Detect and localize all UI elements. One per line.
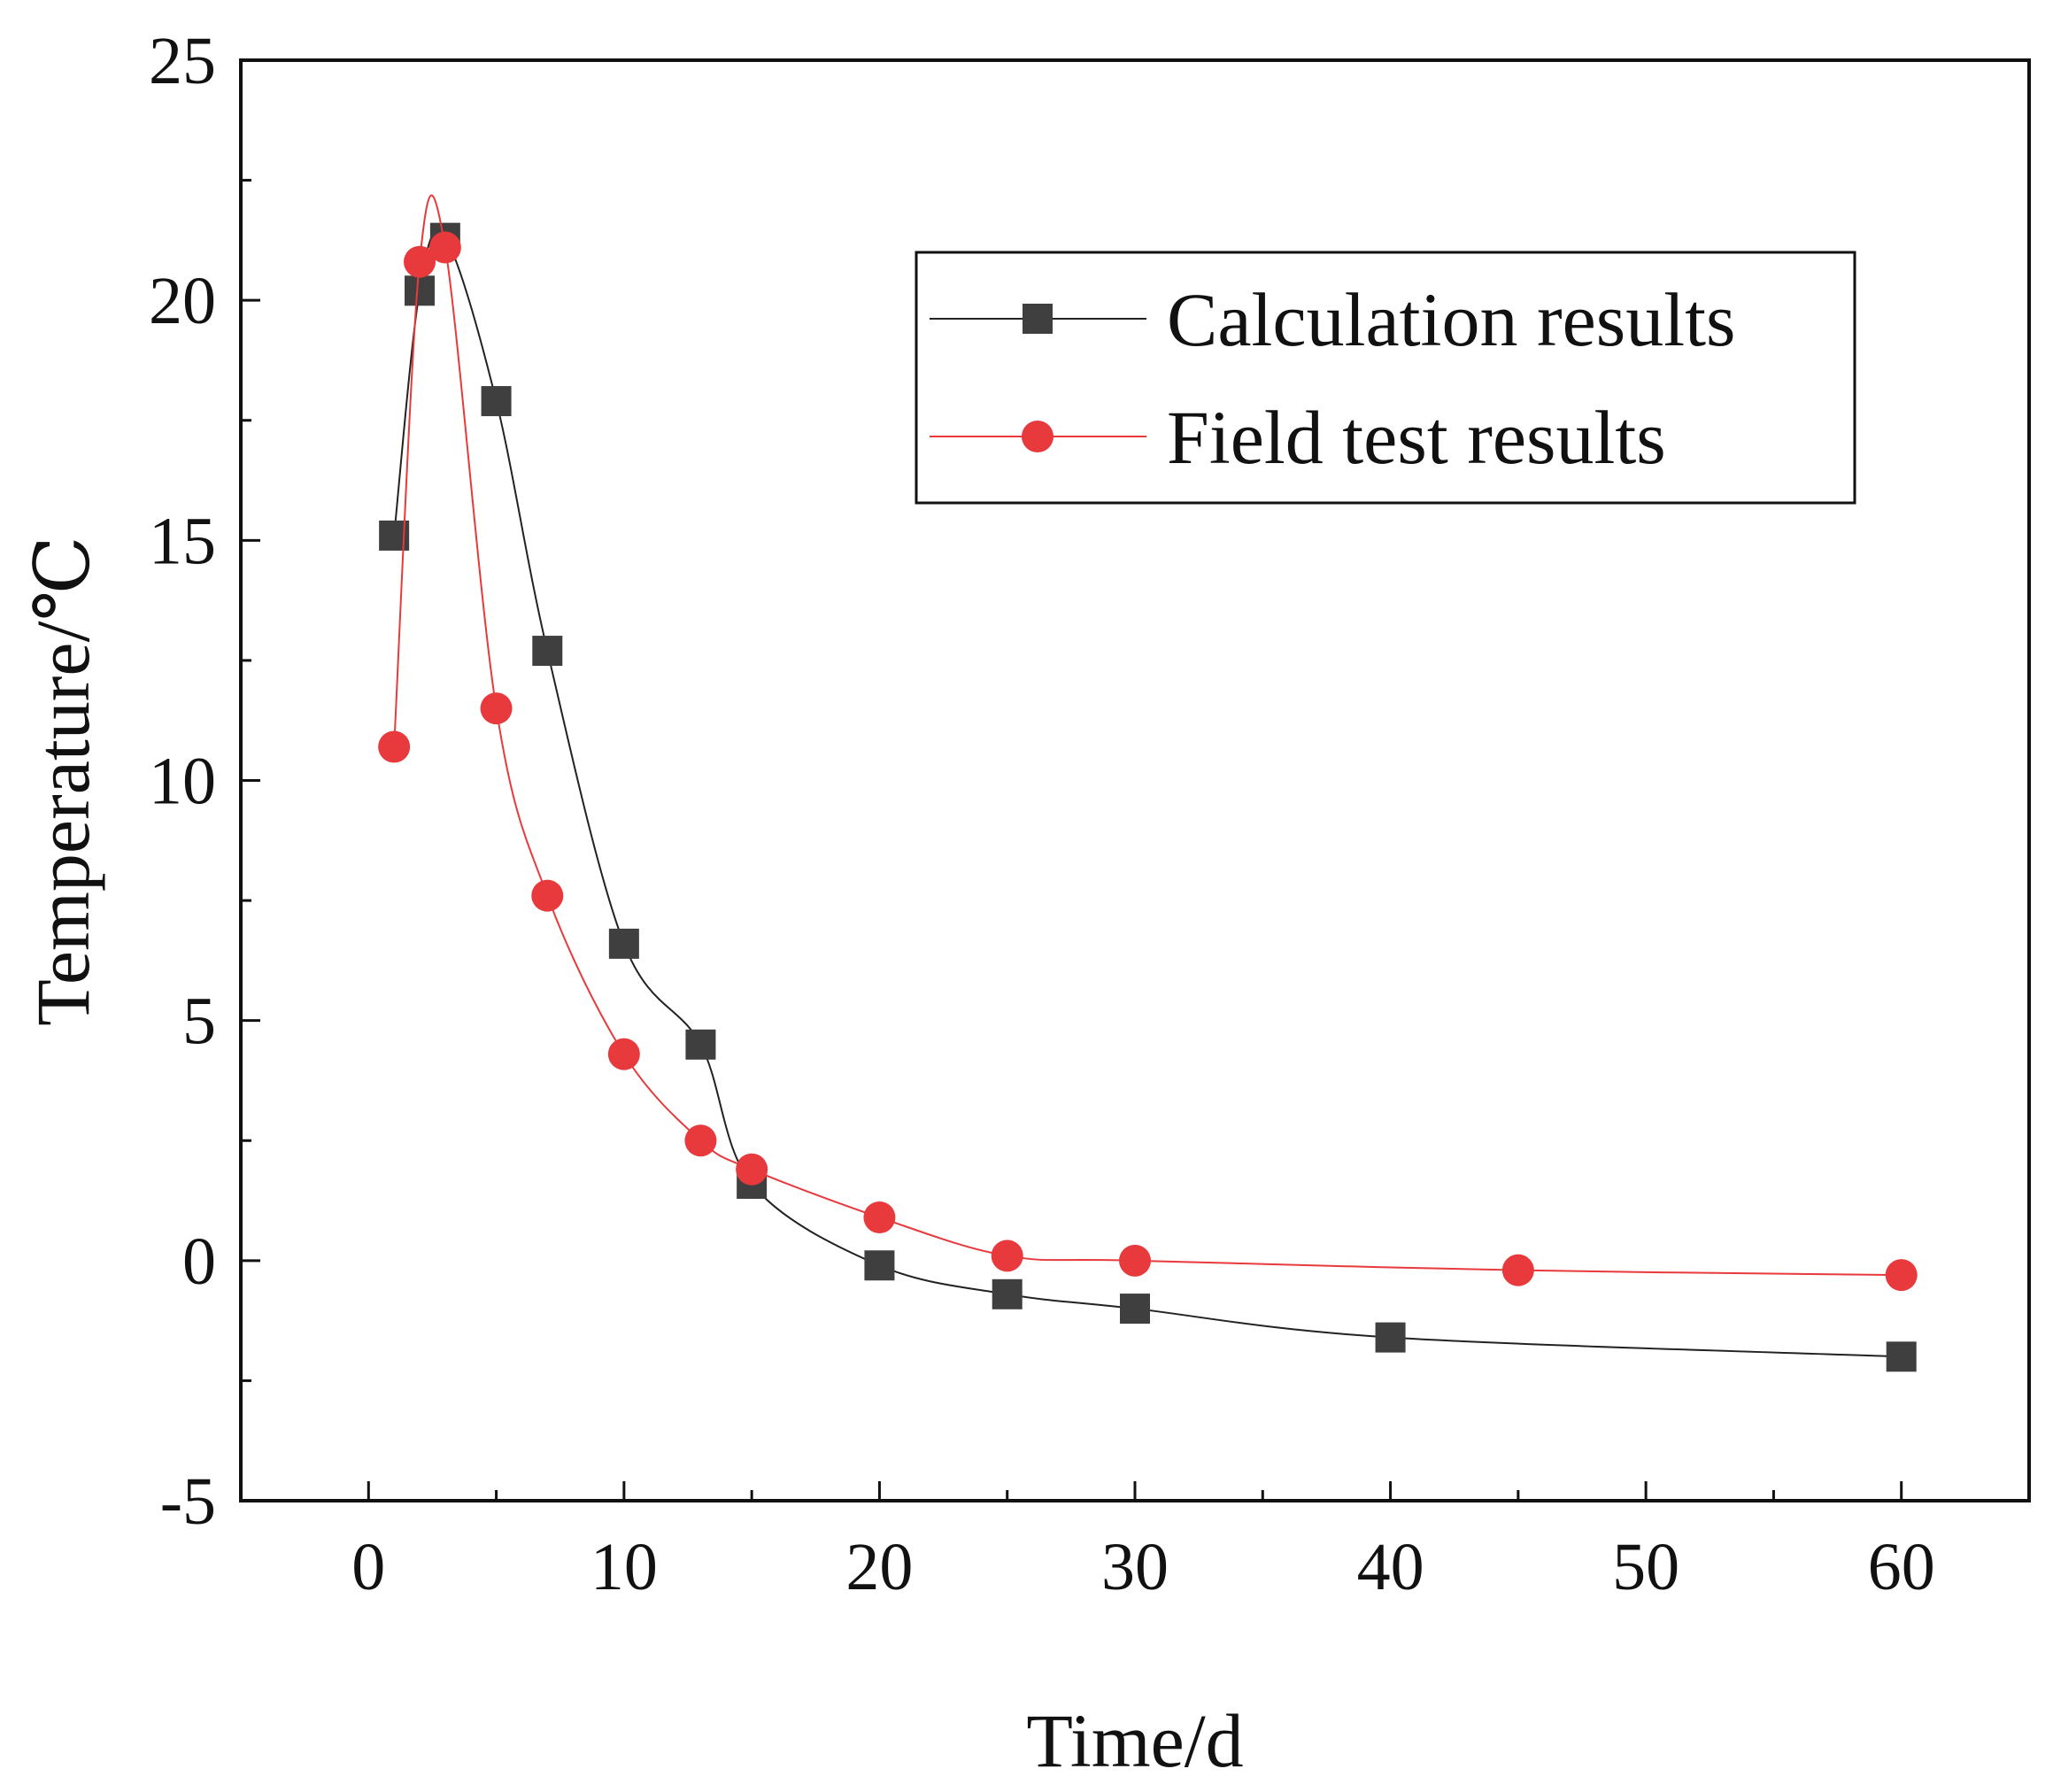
legend-label-calculation: Calculation results (1167, 277, 1735, 362)
series-field-test (378, 194, 1918, 1292)
data-point (684, 1124, 717, 1157)
data-point (608, 928, 639, 959)
y-tick-label: 15 (149, 504, 216, 578)
data-point (531, 879, 564, 912)
data-point (378, 730, 411, 763)
x-tick-label: 20 (845, 1530, 913, 1604)
data-point (864, 1250, 895, 1281)
data-point (1375, 1322, 1406, 1353)
data-point (405, 275, 435, 306)
legend-box (915, 251, 1856, 505)
y-tick-label: 5 (182, 985, 216, 1059)
data-point (607, 1038, 640, 1070)
y-axis-title: Temperature/℃ (20, 536, 105, 1025)
y-tick-label: 10 (149, 745, 216, 819)
y-tick-label: 20 (149, 264, 216, 338)
data-point (1119, 1244, 1151, 1277)
legend-marker-calculation (1023, 304, 1053, 334)
x-axis: 0 10 20 30 40 50 60 (239, 1481, 2031, 1604)
data-point (1120, 1294, 1150, 1325)
data-point (992, 1278, 1023, 1309)
data-point (863, 1201, 896, 1234)
data-point (480, 692, 513, 725)
y-tick-label: -5 (160, 1464, 216, 1539)
data-point (481, 386, 512, 417)
y-axis: -5 0 5 10 15 20 25 (149, 24, 260, 1539)
data-point (404, 245, 436, 278)
data-point (685, 1029, 716, 1060)
data-point (991, 1240, 1023, 1272)
x-tick-label: 40 (1357, 1530, 1424, 1604)
x-tick-label: 60 (1868, 1530, 1935, 1604)
legend: Calculation results Field test results (915, 251, 1856, 505)
data-point (736, 1153, 768, 1186)
data-point (532, 636, 563, 667)
data-point (1885, 1259, 1918, 1292)
x-tick-label: 30 (1101, 1530, 1169, 1604)
series-line (393, 194, 1902, 1277)
x-axis-title: Time/d (1026, 1698, 1243, 1783)
legend-label-field-test: Field test results (1167, 395, 1666, 480)
x-tick-label: 0 (351, 1530, 385, 1604)
data-point (1501, 1254, 1534, 1286)
data-point (1886, 1341, 1917, 1372)
y-tick-label: 0 (182, 1224, 216, 1299)
x-tick-label: 10 (590, 1530, 658, 1604)
series-layer (378, 194, 1918, 1372)
x-tick-label: 50 (1612, 1530, 1679, 1604)
data-point (428, 231, 461, 264)
legend-marker-field-test (1022, 421, 1054, 452)
y-tick-label: 25 (149, 24, 216, 98)
